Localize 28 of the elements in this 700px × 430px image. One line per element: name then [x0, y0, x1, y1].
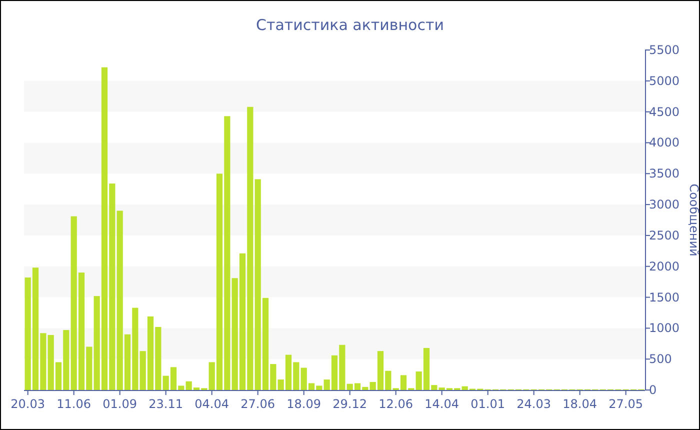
x-tick-label: 24.03 [516, 397, 552, 411]
y-tick-label: 5500 [649, 43, 680, 57]
y-tick-label: 0 [649, 383, 657, 397]
x-tick-label: 18.04 [562, 397, 598, 411]
y-tick-label: 3000 [649, 198, 680, 212]
y-tick-label: 2500 [649, 228, 680, 242]
chart-title: Статистика активности [256, 16, 444, 34]
y-tick-label: 4000 [649, 136, 680, 150]
x-tick-label: 14.04 [424, 397, 460, 411]
x-tick-label: 29.12 [332, 397, 368, 411]
x-tick-label: 12.06 [378, 397, 414, 411]
x-tick-label: 11.06 [56, 397, 92, 411]
y-tick-label: 4500 [649, 104, 680, 119]
x-tick-label: 20.03 [10, 397, 46, 411]
x-tick-label: 01.09 [102, 397, 138, 411]
y-tick-label: 1000 [649, 321, 680, 336]
x-tick-label: 04.04 [194, 397, 230, 411]
y-axis-title: Сообщений [687, 184, 700, 256]
y-tick-label: 3500 [649, 166, 680, 181]
x-tick-label: 27.05 [608, 397, 644, 411]
y-tick-label: 2000 [649, 259, 680, 274]
x-tick-label: 18.09 [286, 397, 322, 411]
x-tick-label: 23.11 [148, 397, 184, 411]
y-tick-label: 1500 [649, 290, 680, 304]
y-tick-label: 500 [649, 352, 672, 366]
x-tick-label: 01.01 [470, 397, 506, 411]
y-tick-label: 5000 [649, 74, 680, 88]
x-tick-label: 27.06 [240, 397, 276, 411]
